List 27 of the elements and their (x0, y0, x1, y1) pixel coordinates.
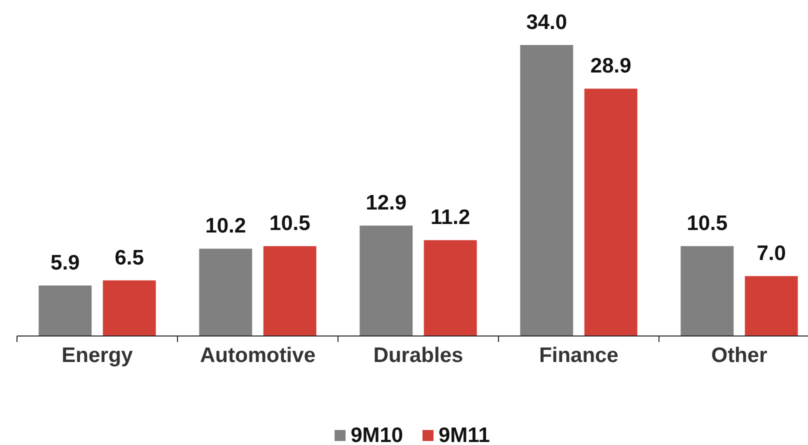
x-tick-label: Energy (62, 344, 134, 367)
data-label: 11.2 (430, 206, 470, 230)
bar (424, 240, 477, 336)
x-tick-label: Finance (539, 344, 618, 367)
data-label: 28.9 (590, 54, 632, 78)
data-label: 6.5 (114, 246, 144, 270)
data-label: 10.5 (686, 212, 728, 236)
x-tick-label: Other (711, 344, 768, 367)
bar (520, 45, 574, 336)
x-tick-label: Durables (373, 344, 464, 367)
bar (744, 276, 798, 336)
bar (584, 88, 638, 336)
bar (102, 280, 156, 336)
data-label: 7.0 (756, 242, 786, 266)
x-tick-label: Automotive (200, 344, 316, 367)
data-label: 12.9 (366, 192, 407, 215)
legend-label: 9M10 (350, 424, 404, 445)
data-label: 5.9 (50, 252, 80, 275)
data-label: 10.5 (269, 212, 311, 236)
data-label: 10.2 (205, 214, 246, 238)
legend-label: 9M11 (438, 424, 490, 445)
bar (360, 226, 413, 336)
bar (38, 286, 92, 336)
bar (263, 246, 316, 336)
bar (199, 248, 252, 336)
bar (680, 246, 734, 336)
data-label: 34.0 (526, 11, 568, 34)
